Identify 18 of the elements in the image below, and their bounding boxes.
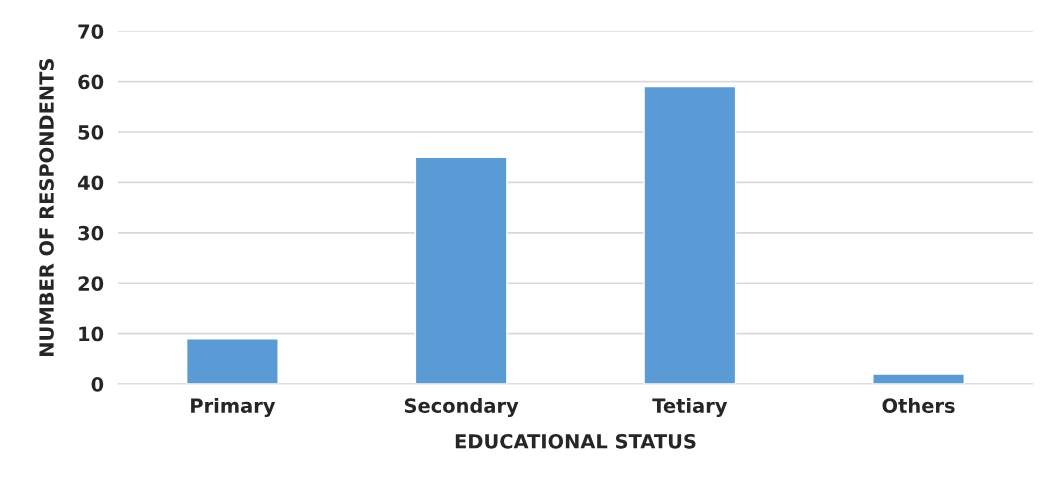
y-tick-label: 20 — [78, 276, 104, 291]
y-tick-label: 0 — [91, 377, 104, 392]
x-tick-label: Primary — [191, 397, 276, 417]
bar — [414, 156, 508, 385]
y-tick-label: 40 — [77, 175, 104, 191]
y-tick-label: 10 — [79, 326, 104, 342]
bar — [185, 337, 279, 385]
x-tick-label: Tetiary — [652, 397, 728, 417]
x-tick-label: Secondary — [404, 397, 519, 417]
y-tick-label: 30 — [78, 225, 104, 241]
y-tick-label: 50 — [78, 124, 104, 140]
y-tick-label: 60 — [78, 74, 104, 90]
y-axis-title: NUMBER OF RESPONDENTS — [39, 59, 54, 356]
bar — [872, 373, 965, 385]
bar — [643, 85, 737, 385]
y-tick-label: 70 — [78, 24, 104, 39]
x-axis-title: EDUCATIONAL STATUS — [455, 433, 696, 449]
x-tick-label: Others — [882, 397, 955, 413]
